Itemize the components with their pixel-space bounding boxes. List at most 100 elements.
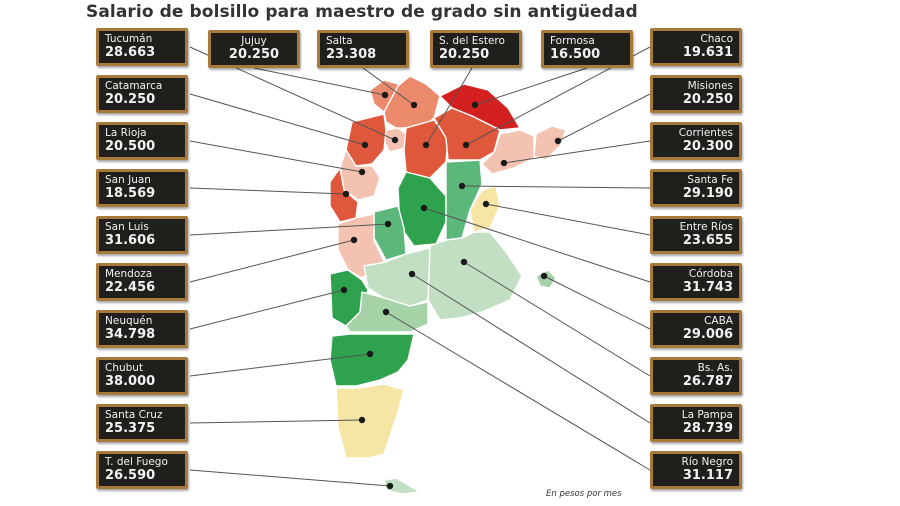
leader-larioja xyxy=(189,140,363,173)
leader-sanjuan xyxy=(189,187,347,195)
leader-cordoba xyxy=(423,207,651,283)
salary-value: 28.739 xyxy=(682,421,733,436)
board-caba: CABA 29.006 xyxy=(650,310,742,348)
board-formosa: Formosa 16.500 xyxy=(541,30,633,68)
province-name: Córdoba xyxy=(688,268,733,280)
leader-corrientes xyxy=(503,140,651,164)
province-name: Formosa xyxy=(550,35,595,47)
leader-bsas xyxy=(463,261,651,377)
dot-jujuy xyxy=(381,91,389,99)
board-rionegro: Río Negro 31.117 xyxy=(650,451,742,489)
province-name: S. del Estero xyxy=(439,35,505,47)
leader-santacruz xyxy=(189,419,363,424)
province-name: T. del Fuego xyxy=(105,456,168,468)
salary-value: 26.787 xyxy=(682,374,733,389)
province-name: San Juan xyxy=(105,174,151,186)
dot-sanjuan xyxy=(342,190,350,198)
leader-santafe xyxy=(461,185,651,189)
province-caba[interactable] xyxy=(535,269,557,289)
leader-chubut xyxy=(189,353,371,377)
leader-caba xyxy=(543,275,651,330)
dot-neuquen xyxy=(340,286,348,294)
dot-chubut xyxy=(366,350,374,358)
province-name: La Pampa xyxy=(681,409,733,421)
board-chaco: Chaco 19.631 xyxy=(650,28,742,66)
leader-tdelfuego xyxy=(189,469,391,487)
dot-catamarca xyxy=(361,141,369,149)
salary-value: 28.663 xyxy=(105,45,156,60)
salary-value: 23.655 xyxy=(682,233,733,248)
salary-value: 20.250 xyxy=(439,47,490,62)
board-lapampa: La Pampa 28.739 xyxy=(650,404,742,442)
salary-value: 25.375 xyxy=(105,421,156,436)
leader-mendoza xyxy=(189,239,355,283)
province-tdelfuego[interactable] xyxy=(383,477,421,495)
salary-value: 20.500 xyxy=(105,139,156,154)
province-misiones[interactable] xyxy=(533,125,567,161)
province-name: Río Negro xyxy=(681,456,733,468)
salary-value: 34.798 xyxy=(105,327,156,342)
province-name: Misiones xyxy=(687,80,733,92)
dot-santacruz xyxy=(358,416,366,424)
board-tdelfuego: T. del Fuego 26.590 xyxy=(96,451,188,489)
salary-value: 20.250 xyxy=(105,92,156,107)
board-catamarca: Catamarca 20.250 xyxy=(96,75,188,113)
board-chubut: Chubut 38.000 xyxy=(96,357,188,395)
dot-larioja xyxy=(358,168,366,176)
province-name: Mendoza xyxy=(105,268,153,280)
province-chubut[interactable] xyxy=(329,333,415,387)
province-name: Chubut xyxy=(105,362,144,374)
dot-misiones xyxy=(554,137,562,145)
leader-rionegro xyxy=(385,311,651,471)
board-santafe: Santa Fe 29.190 xyxy=(650,169,742,207)
salary-value: 31.117 xyxy=(682,468,733,483)
leader-misiones xyxy=(557,93,651,142)
salary-value: 31.606 xyxy=(105,233,156,248)
province-santacruz[interactable] xyxy=(335,383,405,459)
province-buenosaires[interactable] xyxy=(427,231,523,321)
salary-value: 20.300 xyxy=(682,139,733,154)
province-catamarca[interactable] xyxy=(345,113,387,167)
province-name: Salta xyxy=(326,35,353,47)
province-name: Santa Fe xyxy=(687,174,733,186)
salary-value: 31.743 xyxy=(682,280,733,295)
dot-cordoba xyxy=(420,204,428,212)
board-santacruz: Santa Cruz 25.375 xyxy=(96,404,188,442)
board-sanluis: San Luis 31.606 xyxy=(96,216,188,254)
salary-value: 20.250 xyxy=(228,47,280,62)
dot-corrientes xyxy=(500,159,508,167)
leader-catamarca xyxy=(189,93,366,146)
dot-sdelestero xyxy=(422,141,430,149)
province-name: Corrientes xyxy=(678,127,733,139)
province-name: Bs. As. xyxy=(697,362,733,374)
board-cordoba: Córdoba 31.743 xyxy=(650,263,742,301)
dot-salta xyxy=(410,101,418,109)
province-name: CABA xyxy=(704,315,733,327)
dot-chaco xyxy=(462,141,470,149)
province-lapampa[interactable] xyxy=(363,247,431,307)
leader-entrerios xyxy=(485,203,651,236)
board-misiones: Misiones 20.250 xyxy=(650,75,742,113)
dot-mendoza xyxy=(350,236,358,244)
board-neuquen: Neuquén 34.798 xyxy=(96,310,188,348)
board-corrientes: Corrientes 20.300 xyxy=(650,122,742,160)
board-jujuy: Jujuy 20.250 xyxy=(208,30,300,68)
leader-jujuy xyxy=(253,67,386,96)
board-entrerios: Entre Ríos 23.655 xyxy=(650,216,742,254)
salary-value: 20.250 xyxy=(682,92,733,107)
dot-formosa xyxy=(471,101,479,109)
units-note: En pesos por mes xyxy=(546,489,622,499)
dot-sanluis xyxy=(384,220,392,228)
salary-value: 26.590 xyxy=(105,468,156,483)
board-bsas: Bs. As. 26.787 xyxy=(650,357,742,395)
board-sdelestero: S. del Estero 20.250 xyxy=(430,30,522,68)
province-name: Tucumán xyxy=(105,33,153,45)
dot-lapampa xyxy=(408,270,416,278)
province-santafe[interactable] xyxy=(445,159,483,241)
province-name: Catamarca xyxy=(105,80,163,92)
dot-bsas xyxy=(460,258,468,266)
province-name: Jujuy xyxy=(241,35,267,47)
dot-rionegro xyxy=(382,308,390,316)
leader-salta xyxy=(362,67,415,106)
